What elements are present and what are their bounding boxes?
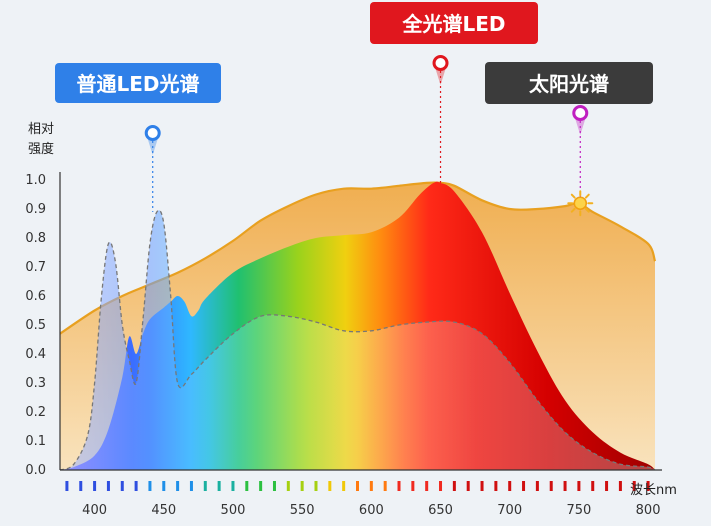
badge-sunlight: 太阳光谱 xyxy=(485,62,653,104)
x-axis-title: 波长nm xyxy=(630,483,677,498)
x-spectrum-tick xyxy=(632,481,636,491)
axes-layer: 0.0 0.1 0.2 0.3 0.4 0.5 0.6 0.7 0.8 0.9 1.0 400 450 5… xyxy=(25,172,662,518)
y-axis-title-line2: 强度 xyxy=(28,141,54,157)
y-tick-label: 0.8 xyxy=(25,231,46,246)
badge-full-spectrum: 全光谱LED xyxy=(370,2,538,44)
x-spectrum-tick xyxy=(452,481,456,491)
x-spectrum-tick xyxy=(245,481,249,491)
y-tick-label: 0.2 xyxy=(25,405,46,420)
badge-normal-led-bg xyxy=(55,63,221,103)
normal-led-area-layer xyxy=(59,209,656,471)
y-tick-label: 0.4 xyxy=(25,347,46,362)
x-spectrum-tick xyxy=(522,481,526,491)
x-spectrum-tick xyxy=(549,481,553,491)
x-tick-label: 400 xyxy=(82,503,107,518)
x-spectrum-tick xyxy=(591,481,595,491)
y-tick-label: 0.3 xyxy=(25,376,46,391)
y-tick-label: 0.7 xyxy=(25,260,46,275)
x-tick-label: 600 xyxy=(359,503,384,518)
x-spectrum-tick xyxy=(272,481,276,491)
x-spectrum-tick xyxy=(286,481,290,491)
x-spectrum-tick xyxy=(328,481,332,491)
x-spectrum-tick xyxy=(508,481,512,491)
marker-pin xyxy=(572,105,589,121)
badge-full-spectrum-label: 全光谱LED xyxy=(401,12,505,36)
x-spectrum-tick xyxy=(466,481,470,491)
markers-layer xyxy=(144,55,594,217)
x-spectrum-tick xyxy=(563,481,567,491)
x-tick-label: 750 xyxy=(566,503,591,518)
x-spectrum-tick xyxy=(577,481,581,491)
y-tick-label: 0.0 xyxy=(25,463,46,478)
x-tick-label: 550 xyxy=(290,503,315,518)
x-spectrum-tick xyxy=(189,481,193,491)
x-spectrum-tick xyxy=(369,481,373,491)
x-spectrum-tick xyxy=(411,481,415,491)
x-tick-label: 500 xyxy=(221,503,246,518)
x-spectrum-tick xyxy=(425,481,429,491)
x-spectrum-tick xyxy=(203,481,207,491)
x-spectrum-tick xyxy=(148,481,152,491)
x-spectrum-tick xyxy=(397,481,401,491)
y-tick-label: 0.9 xyxy=(25,202,46,217)
y-tick-label: 0.5 xyxy=(25,318,46,333)
y-axis-title-line1: 相对 xyxy=(28,122,54,137)
x-spectrum-tick xyxy=(439,481,443,491)
x-spectrum-tick xyxy=(356,481,359,491)
badge-full-spectrum-bg xyxy=(370,2,538,44)
marker-pin-tail xyxy=(435,69,446,85)
badge-sunlight-label: 太阳光谱 xyxy=(529,72,609,96)
x-spectrum-tick xyxy=(646,481,650,491)
x-spectrum-tick xyxy=(120,481,124,491)
badge-normal-led-label: 普通LED光谱 xyxy=(76,72,199,96)
x-tick-label: 700 xyxy=(497,503,522,518)
y-tick-label: 0.6 xyxy=(25,289,46,304)
x-spectrum-tick xyxy=(342,481,346,491)
marker-pin xyxy=(432,55,449,71)
x-tick-label: 800 xyxy=(636,503,661,518)
x-tick-label: 650 xyxy=(428,503,453,518)
x-spectrum-tick xyxy=(106,481,110,491)
x-spectrum-tick xyxy=(162,481,166,491)
x-spectrum-tick xyxy=(65,481,69,491)
badge-sunlight-bg xyxy=(485,62,653,104)
x-spectrum-tick xyxy=(259,481,263,491)
normal-led-area xyxy=(60,210,655,470)
y-tick-label: 0.1 xyxy=(25,434,46,449)
x-spectrum-tick xyxy=(93,481,97,491)
sun-icon xyxy=(567,190,594,217)
x-spectrum-tick xyxy=(79,481,83,491)
x-spectrum-tick xyxy=(314,481,318,491)
x-spectrum-tick xyxy=(217,481,221,491)
marker-pin-tail xyxy=(575,119,586,135)
x-spectrum-tick xyxy=(605,481,609,491)
x-spectrum-tick xyxy=(618,481,622,491)
x-spectrum-tick xyxy=(176,481,180,491)
badge-normal-led: 普通LED光谱 xyxy=(55,63,221,103)
x-spectrum-tick xyxy=(300,481,304,491)
marker-pin xyxy=(144,125,161,141)
x-spectrum-tick xyxy=(231,481,235,491)
x-spectrum-tick xyxy=(535,481,539,491)
y-tick-label: 1.0 xyxy=(25,173,46,188)
x-spectrum-tick xyxy=(480,481,484,491)
x-spectrum-tick xyxy=(383,481,387,491)
x-spectrum-tick xyxy=(134,481,138,491)
marker-pin-tail xyxy=(147,139,158,155)
x-tick-label: 450 xyxy=(151,503,176,518)
x-spectrum-tick xyxy=(494,481,498,491)
